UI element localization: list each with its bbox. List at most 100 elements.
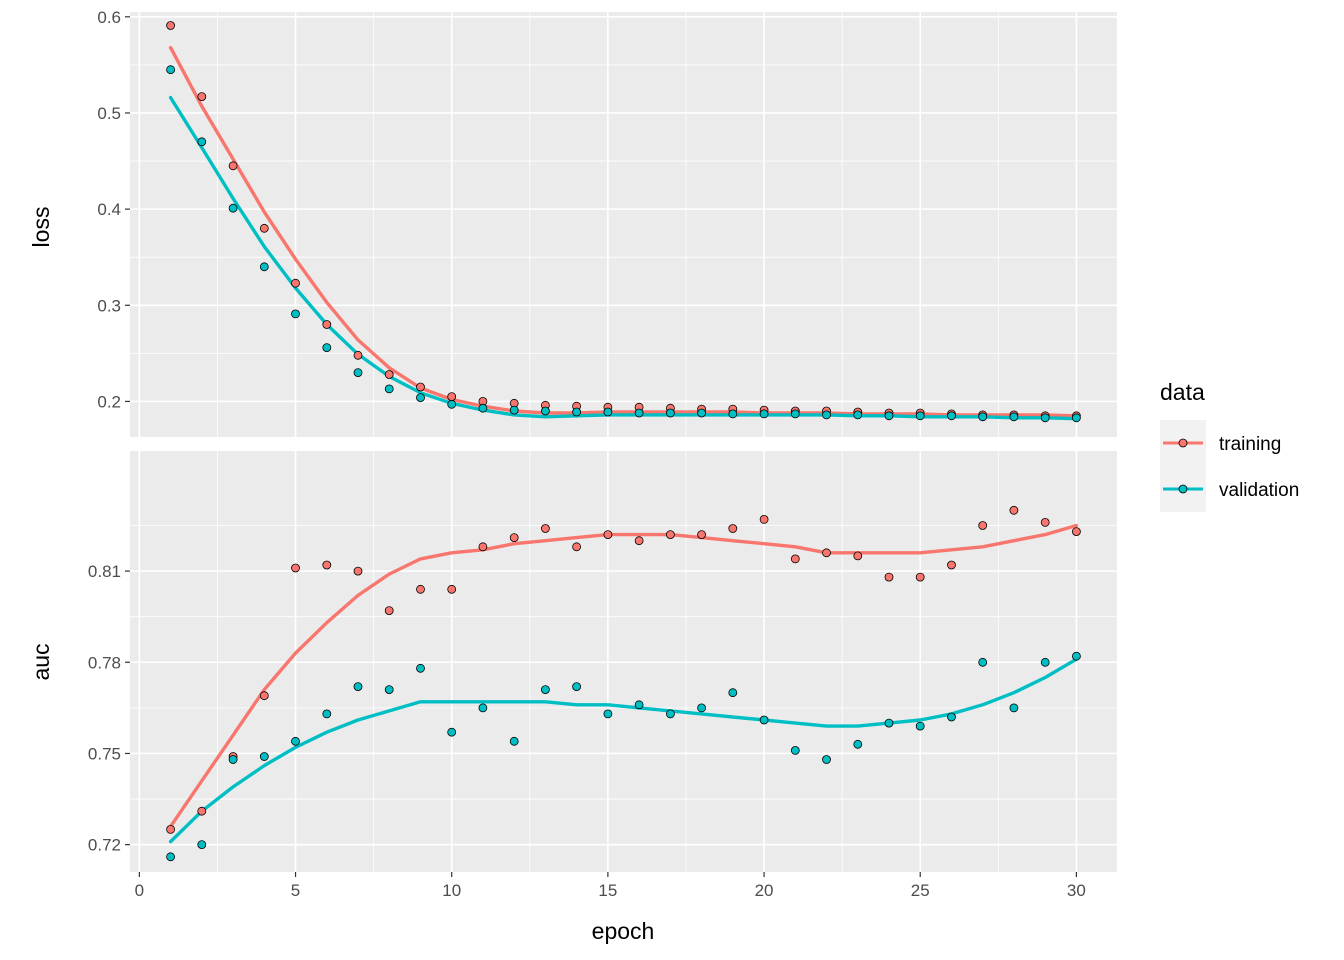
point-validation [166,65,176,75]
point-validation [291,309,300,319]
point-training [1040,518,1050,527]
point-training [915,572,925,582]
point-validation [759,409,769,419]
point-validation [728,688,738,698]
point-training [197,92,207,101]
point-training [697,530,706,539]
point-training [478,542,488,552]
point-training [947,560,956,570]
point-training [416,382,425,392]
y-tick-label: 0.5 [97,104,121,123]
point-training [259,223,269,233]
point-validation [634,408,644,418]
legend: data training validation [1160,379,1299,512]
point-training [790,554,800,564]
point-validation [666,408,675,418]
point-training [384,606,394,615]
point-validation [822,755,831,764]
point-validation [915,411,925,421]
smooth-line-validation [168,657,1079,844]
point-training [728,524,738,533]
point-validation [322,709,332,719]
point-validation [947,411,956,421]
point-validation [697,408,706,418]
point-training [353,350,363,360]
point-validation [228,755,238,764]
point-training [884,572,894,582]
facet-panels: 0.2 0.3 0.4 0.5 0.6 0.72 0.75 0.78 0.81 0 5 10 15 20 2… [88,8,1117,900]
point-training [509,533,519,542]
point-validation [697,703,706,713]
y-tick-label: 0.81 [88,562,121,581]
panel-auc: 0.72 0.75 0.78 0.81 0 5 10 15 20 25 30 [88,451,1117,900]
point-validation [353,368,363,378]
y-axis-title-loss: loss [28,207,54,248]
point-training [166,21,176,30]
point-validation [1040,413,1050,423]
point-training [259,691,269,701]
point-validation [166,852,176,862]
smooth-line-validation [168,95,1079,421]
point-validation [259,752,269,761]
point-training [291,278,300,288]
point-validation [603,709,613,719]
point-training [322,320,332,329]
point-training [666,530,675,539]
y-tick-label: 0.2 [97,392,121,411]
point-training [197,806,207,816]
point-training [291,563,300,573]
point-validation [478,403,488,413]
point-validation [1072,413,1081,423]
point-validation [416,663,425,673]
point-validation [1072,651,1081,661]
point-validation [1009,412,1019,422]
point-training [228,161,238,171]
y-tick-label: 0.3 [97,296,121,315]
point-training [822,548,831,558]
point-training [541,524,550,533]
point-training [853,551,863,561]
point-validation [384,685,394,694]
point-validation [1009,703,1019,713]
point-validation [666,709,675,719]
point-validation [447,727,457,737]
point-training [416,584,425,594]
point-validation [1040,657,1050,667]
legend-title: data [1160,379,1205,405]
x-tick-label: 30 [1067,881,1086,900]
point-validation [509,405,519,415]
x-tick-label: 5 [291,881,300,900]
point-validation [915,721,925,731]
point-validation [884,411,894,421]
point-validation [822,410,831,420]
point-validation [853,410,863,420]
point-training [166,825,176,834]
point-validation [978,412,988,422]
point-validation [541,406,550,416]
smooth-line-training [168,523,1079,829]
point-training [1072,527,1081,536]
point-validation [509,736,519,746]
point-validation [197,840,207,849]
point-validation [634,700,644,710]
x-tick-label: 0 [135,881,144,900]
point-training [353,566,363,576]
point-validation [197,137,207,147]
x-tick-label: 10 [442,881,461,900]
panel-background [130,12,1117,437]
point-training [978,521,988,530]
panel-loss: 0.2 0.3 0.4 0.5 0.6 [97,8,1117,437]
point-validation [228,203,238,213]
point-validation [947,712,956,722]
legend-label-validation: validation [1219,480,1299,501]
point-training [572,542,581,552]
y-tick-label: 0.78 [88,653,121,672]
y-tick-label: 0.6 [97,8,121,27]
point-validation [291,736,300,746]
point-validation [790,746,800,755]
point-training [447,392,457,402]
y-tick-label: 0.4 [97,200,121,219]
point-training [603,530,613,539]
point-training [322,560,332,570]
point-validation [572,407,581,417]
